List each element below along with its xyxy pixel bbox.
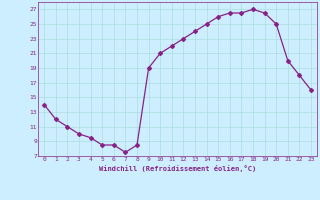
X-axis label: Windchill (Refroidissement éolien,°C): Windchill (Refroidissement éolien,°C) xyxy=(99,165,256,172)
